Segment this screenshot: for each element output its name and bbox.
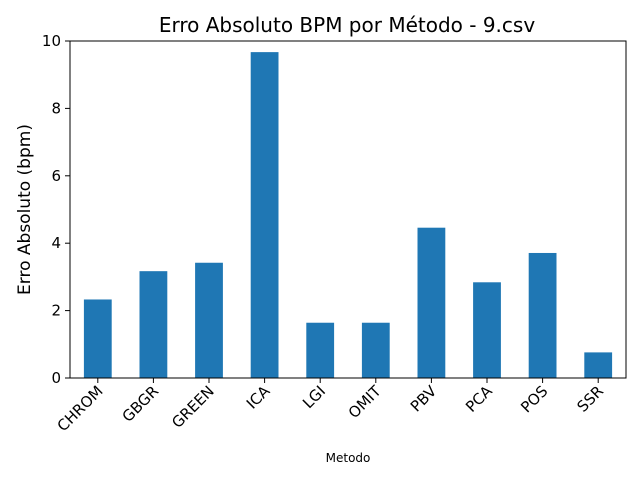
x-tick-label: OMIT <box>345 382 385 422</box>
x-tick-label: GBGR <box>119 382 163 426</box>
x-tick-label: ICA <box>243 382 274 413</box>
bar-pbv <box>417 227 446 378</box>
bar-pca <box>473 282 501 378</box>
x-tick-label: LGI <box>299 382 329 412</box>
x-tick-label: GREEN <box>168 382 218 432</box>
bar-ssr <box>584 352 613 378</box>
x-tick-label: SSR <box>573 382 607 416</box>
bar-green <box>195 262 223 378</box>
bar-gbgr <box>139 271 168 378</box>
y-tick-label: 10 <box>42 32 61 50</box>
y-tick-label: 0 <box>51 369 61 387</box>
bar-ica <box>250 52 279 378</box>
y-tick-label: 4 <box>51 234 61 252</box>
bar-chrom <box>83 299 112 378</box>
y-axis-label: Erro Absoluto (bpm) <box>15 124 35 295</box>
bar-omit <box>361 322 390 378</box>
x-tick-label: CHROM <box>54 382 107 435</box>
bars-group <box>83 52 613 378</box>
x-tick-label: PCA <box>462 382 496 416</box>
x-axis-ticks: CHROM GBGR GREEN ICA LGI OMIT PBV PCA POS SSR <box>54 378 607 435</box>
y-tick-label: 6 <box>51 167 61 185</box>
y-tick-label: 2 <box>51 302 61 320</box>
x-tick-label: POS <box>517 382 551 416</box>
y-axis-ticks: 0 2 4 6 8 10 <box>42 32 70 387</box>
plot-frame <box>69 40 627 379</box>
x-tick-label: PBV <box>407 382 441 416</box>
bar-lgi <box>306 322 335 378</box>
x-axis-label: Metodo <box>326 451 371 465</box>
y-tick-label: 8 <box>51 99 61 117</box>
chart-title: Erro Absoluto BPM por Método - 9.csv <box>159 13 535 37</box>
bar-pos <box>528 252 557 378</box>
